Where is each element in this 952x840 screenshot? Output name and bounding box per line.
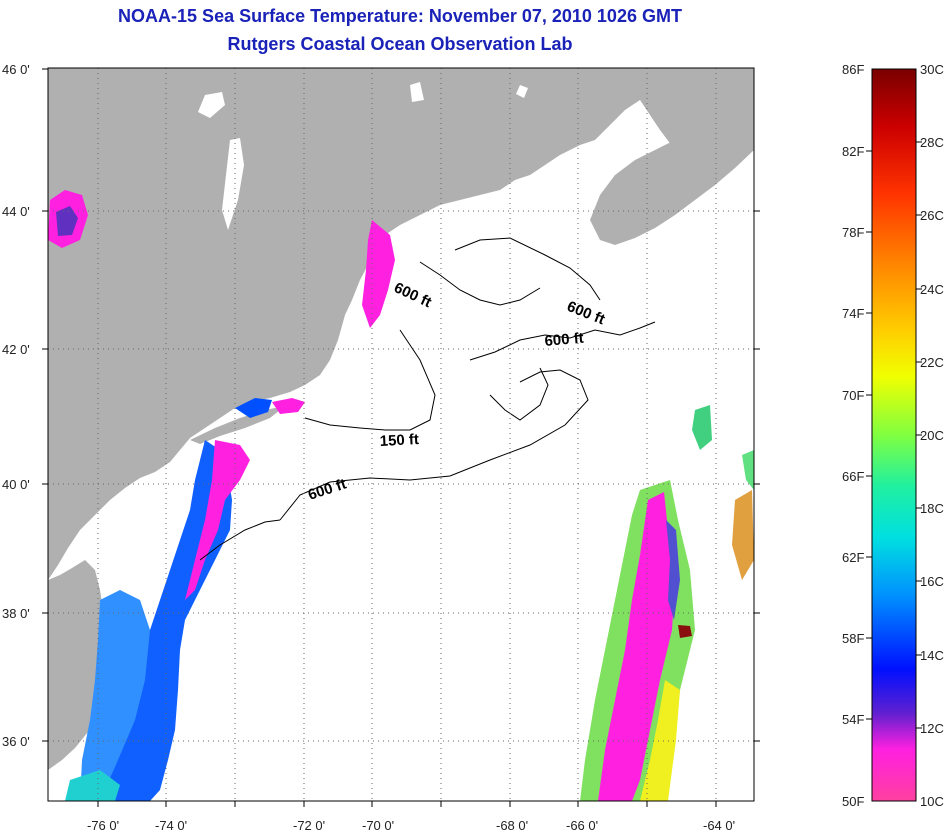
- colorbar-c-label: 28C: [920, 135, 944, 150]
- colorbar-c-label: 20C: [920, 428, 944, 443]
- contour-label: 150 ft: [379, 431, 419, 450]
- sst-patch-east-scatter: [692, 405, 712, 450]
- colorbar-f-label: 50F: [842, 794, 864, 809]
- colorbar-c-label: 10C: [920, 794, 944, 809]
- lat-tick-label: 44 0': [2, 204, 30, 219]
- map-title: NOAA-15 Sea Surface Temperature: Novembe…: [118, 6, 682, 26]
- lat-tick-label: 42 0': [2, 342, 30, 357]
- lon-tick-label: -68 0': [496, 818, 528, 833]
- colorbar-c-label: 24C: [920, 282, 944, 297]
- bathymetry-contours: [199, 237, 656, 561]
- lon-tick-label: -74 0': [155, 818, 187, 833]
- colorbar-f-label: 62F: [842, 550, 864, 565]
- colorbar-f-label: 78F: [842, 225, 864, 240]
- colorbar-c-label: 30C: [920, 62, 944, 77]
- colorbar: [871, 68, 917, 802]
- lat-axis: [42, 68, 760, 742]
- lat-tick-label: 38 0': [2, 606, 30, 621]
- map-subtitle: Rutgers Coastal Ocean Observation Lab: [227, 34, 573, 54]
- lat-tick-label: 46 0': [2, 62, 30, 77]
- colorbar-f-label: 86F: [842, 62, 864, 77]
- colorbar-c-label: 14C: [920, 648, 944, 663]
- lake: [198, 92, 225, 118]
- sst-patch-east-edge: [732, 490, 754, 580]
- sst-patch-mid-atlantic-magenta: [185, 440, 250, 600]
- lon-tick-label: -66 0': [566, 818, 598, 833]
- lon-tick-label: -64 0': [703, 818, 735, 833]
- sst-patch-offshore-band-yellow: [640, 680, 680, 801]
- sst-patch-cape-cod-magenta: [272, 398, 305, 414]
- lon-tick-label: -70 0': [362, 818, 394, 833]
- colorbar-c-label: 18C: [920, 501, 944, 516]
- land-long-island: [190, 406, 285, 444]
- lat-tick-label: 36 0': [2, 734, 30, 749]
- lat-tick-label: 40 0': [2, 477, 30, 492]
- lon-tick-label: -76 0': [87, 818, 119, 833]
- sst-patch-cape-cod: [235, 398, 272, 418]
- lake: [222, 138, 244, 230]
- colorbar-c-label: 22C: [920, 355, 944, 370]
- colorbar-c-label: 12C: [920, 721, 944, 736]
- colorbar-f-label: 70F: [842, 388, 864, 403]
- colorbar-ticks: [866, 141, 922, 729]
- sst-patch-offshore-blue-edge: [666, 520, 680, 620]
- lon-tick-label: -72 0': [293, 818, 325, 833]
- contour-label: 600 ft: [544, 330, 585, 350]
- lon-axis: [97, 801, 717, 807]
- colorbar-f-label: 54F: [842, 712, 864, 727]
- map-frame: [47, 67, 755, 802]
- colorbar-f-label: 58F: [842, 631, 864, 646]
- sst-patch-warm-spot: [678, 625, 692, 638]
- lake: [516, 85, 528, 98]
- colorbar-f-label: 74F: [842, 306, 864, 321]
- sst-patch-east-edge-green: [742, 450, 754, 490]
- sst-patch-south-teal: [65, 770, 120, 801]
- lake: [410, 82, 424, 102]
- graticule: [48, 68, 754, 801]
- colorbar-c-label: 26C: [920, 208, 944, 223]
- land-nova-scotia: [590, 108, 754, 245]
- colorbar-f-label: 66F: [842, 469, 864, 484]
- sst-patch-offshore-band-magenta: [598, 492, 675, 801]
- colorbar-f-label: 82F: [842, 144, 864, 159]
- colorbar-c-label: 16C: [920, 574, 944, 589]
- sst-patch-inland-core: [56, 206, 78, 236]
- sst-patch-gulf-of-maine: [362, 220, 395, 328]
